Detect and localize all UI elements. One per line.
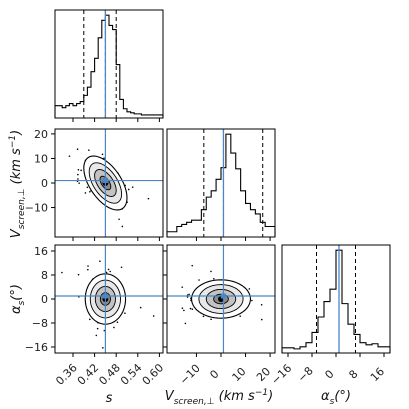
scatter-panel-s-vscreen	[51, 128, 164, 241]
sample-point	[105, 271, 108, 274]
truth-marker	[102, 178, 108, 184]
panel-frame	[54, 9, 164, 119]
sample-point	[184, 322, 187, 325]
sample-point	[101, 153, 104, 156]
x-tick-label-vscreen: 10	[230, 365, 249, 384]
x-tick-label-alpha: −16	[269, 362, 295, 388]
x-tick-label-alpha: 16	[368, 365, 387, 384]
x-axis-label-vscreen: Vscreen,⊥ (km s−1)	[165, 388, 273, 407]
sample-point	[147, 197, 150, 200]
sample-point	[191, 264, 194, 267]
sample-point	[84, 192, 87, 194]
y-tick-label-alpha: 16	[34, 245, 48, 258]
sample-point	[68, 155, 71, 157]
y-tick-label-vscreen: 0	[41, 177, 48, 190]
sample-point	[127, 188, 130, 191]
sample-point	[113, 326, 115, 329]
histogram-alpha	[281, 249, 391, 353]
sample-point	[77, 273, 80, 276]
sample-point	[188, 293, 190, 296]
x-tick-label-alpha: −8	[295, 364, 316, 385]
scatter-panel-vscreen-alpha	[163, 244, 276, 357]
sample-point	[107, 268, 110, 271]
sample-point	[103, 157, 105, 159]
sample-point	[80, 169, 82, 172]
x-tick-label-s: 0.48	[96, 361, 123, 388]
y-tick-label-alpha: −16	[25, 341, 48, 354]
sample-point	[86, 186, 89, 189]
sample-point	[189, 307, 192, 310]
x-tick-label-alpha: 0	[322, 367, 336, 381]
sample-point	[118, 218, 120, 221]
sample-point	[95, 334, 98, 337]
sample-point	[198, 279, 200, 281]
sample-point	[181, 307, 184, 309]
histogram-s	[54, 14, 164, 118]
y-tick-label-vscreen: 20	[34, 128, 48, 141]
sample-point	[77, 178, 79, 180]
x-tick-label-vscreen: −10	[177, 362, 203, 388]
sample-point	[260, 303, 263, 306]
sample-point	[77, 173, 79, 176]
panel-frame	[166, 128, 276, 238]
sample-point	[239, 315, 242, 317]
scatter-panel-s-alpha	[51, 244, 164, 357]
x-axis-label-alpha: αs(°)	[321, 389, 351, 407]
histogram-vscreen	[166, 133, 276, 237]
y-axis-label-alpha: αs(°)	[9, 284, 27, 314]
y-axis-label-vscreen: Vscreen,⊥ (km s−1)	[8, 130, 27, 238]
sample-point	[89, 191, 91, 193]
sample-point	[88, 318, 91, 321]
y-tick-label-vscreen: −10	[25, 202, 48, 215]
sample-point	[96, 327, 99, 330]
hist-panel-s	[54, 9, 164, 122]
sample-point	[88, 149, 90, 151]
sample-point	[191, 308, 194, 310]
truth-marker	[102, 293, 108, 299]
y-tick-label-vscreen: 10	[34, 152, 48, 165]
hist-panel-alpha	[281, 244, 391, 357]
sample-point	[210, 318, 212, 321]
sample-point	[102, 347, 104, 349]
sample-point	[212, 278, 215, 280]
sample-point	[120, 266, 123, 269]
sample-point	[131, 186, 134, 188]
sample-point	[183, 309, 185, 312]
x-tick-label-s: 0.36	[53, 361, 80, 388]
sample-point	[248, 288, 251, 290]
sample-point	[260, 318, 263, 321]
sample-point	[124, 312, 126, 314]
sample-point	[152, 315, 155, 317]
sample-point	[116, 321, 119, 323]
y-tick-label-alpha: 8	[41, 269, 48, 282]
sample-point	[78, 182, 80, 184]
sample-point	[99, 260, 101, 262]
sample-point	[109, 270, 111, 273]
x-tick-label-vscreen: 20	[254, 365, 273, 384]
sample-point	[210, 270, 212, 273]
sample-point	[61, 271, 63, 274]
sample-point	[76, 148, 79, 151]
x-tick-label-s: 0.54	[118, 361, 145, 388]
sample-point	[139, 306, 142, 309]
sample-point	[87, 265, 89, 267]
sample-point	[181, 286, 184, 288]
y-tick-label-alpha: 0	[41, 293, 48, 306]
sample-point	[87, 268, 89, 271]
x-tick-label-alpha: 8	[346, 367, 360, 381]
x-tick-label-s: 0.60	[140, 361, 167, 388]
sample-point	[103, 329, 106, 332]
x-axis-label-s: s	[106, 391, 113, 406]
x-tick-label-vscreen: 0	[207, 367, 221, 381]
sample-point	[251, 299, 253, 302]
sample-point	[121, 225, 124, 228]
y-tick-label-alpha: −8	[32, 317, 48, 330]
hist-panel-vscreen	[166, 128, 276, 241]
sample-point	[77, 168, 80, 171]
x-tick-label-s: 0.42	[75, 361, 102, 388]
truth-marker	[220, 293, 226, 299]
sample-point	[186, 296, 189, 298]
sample-point	[202, 315, 205, 318]
